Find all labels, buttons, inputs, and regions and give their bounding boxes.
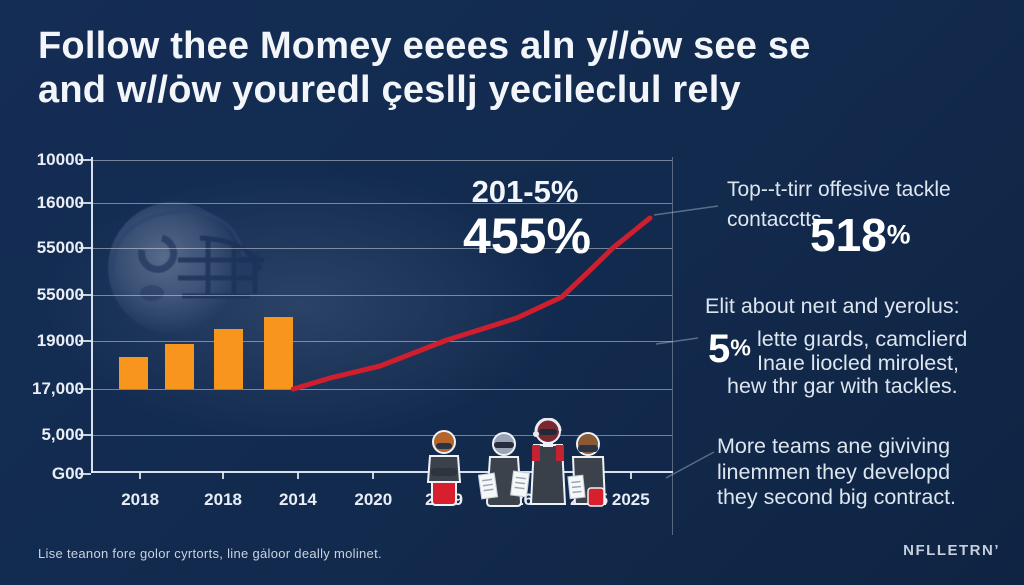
x-tick-mark bbox=[222, 472, 225, 479]
stat-top-percent-sign: % bbox=[886, 219, 911, 250]
bar-3 bbox=[214, 329, 244, 389]
football-helmet-ghost-icon bbox=[108, 202, 264, 334]
stat-top-value: 518% bbox=[810, 208, 910, 262]
stat-mid-body-line3: hew thr gar with tackles. bbox=[727, 374, 958, 398]
chart-annotation-small: 201-5% bbox=[471, 174, 579, 209]
stat-mid-value: 5% bbox=[708, 327, 751, 372]
y-tick-label: 5,000 bbox=[41, 425, 84, 444]
y-tick-mark bbox=[79, 388, 91, 390]
chart-gridline bbox=[92, 435, 672, 436]
x-tick-mark bbox=[629, 472, 632, 479]
y-tick-label: 16000 bbox=[36, 193, 84, 212]
bar-2 bbox=[165, 344, 195, 389]
stat-top-number: 518 bbox=[810, 209, 887, 261]
player-holding-clipboard-icon bbox=[567, 432, 607, 507]
y-tick-mark bbox=[79, 159, 91, 161]
y-tick-label: 55000 bbox=[36, 238, 84, 257]
chart-gridline bbox=[92, 203, 672, 204]
y-tick-label: 19000 bbox=[36, 331, 84, 350]
bar-1 bbox=[119, 356, 149, 389]
x-tick-label: 2018 bbox=[121, 490, 160, 509]
stat-mid-percent-sign: % bbox=[730, 334, 751, 361]
chart-annotation-big: 455% bbox=[463, 208, 591, 264]
chart-gridline bbox=[92, 341, 672, 342]
brand-logo: NFLLETRN’ bbox=[903, 542, 1000, 559]
stat-bottom-text: More teams ane giviving linemmen they de… bbox=[717, 434, 956, 511]
y-tick-mark bbox=[79, 202, 91, 204]
chart-gridline bbox=[92, 295, 672, 296]
y-tick-mark bbox=[79, 340, 91, 342]
page-title: Follow thee Momey eeees aln y//ȯw see se… bbox=[38, 24, 811, 112]
bar-4 bbox=[264, 316, 294, 389]
stat-top-label-line2: contacctts bbox=[727, 208, 822, 231]
footer-note: Lise teanon fore golor cyrtorts, line gȧ… bbox=[38, 546, 382, 561]
stat-mid-number: 5 bbox=[708, 327, 731, 371]
y-tick-label: 55000 bbox=[36, 285, 84, 304]
chart-gridline bbox=[92, 160, 672, 161]
x-tick-label: 2025 bbox=[611, 490, 650, 509]
stat-top-label-line1: Top--t-tirr offesive tackle bbox=[727, 178, 951, 201]
title-line-2: and w//ȯw youredl çesllj yecileclul rely bbox=[38, 69, 741, 112]
title-line-1: Follow thee Momey eeees aln y//ȯw see se bbox=[38, 25, 811, 67]
stat-bottom-line1: More teams ane giviving bbox=[717, 434, 951, 458]
player-crossed-arms-icon bbox=[426, 430, 462, 506]
player-holding-papers-icon bbox=[478, 432, 530, 507]
y-tick-mark bbox=[79, 294, 91, 296]
y-tick-label: G00 bbox=[51, 464, 84, 483]
y-tick-label: 10000 bbox=[36, 150, 84, 169]
x-tick-mark bbox=[296, 472, 299, 479]
chart-x-axis bbox=[91, 471, 673, 473]
x-tick-label: 2020 bbox=[354, 490, 393, 509]
y-tick-mark bbox=[79, 434, 91, 436]
stat-mid-heading: Elit about neıt and yerolus: bbox=[705, 294, 960, 318]
stat-mid-body-line2: Inaıe liocled mirolest, bbox=[757, 351, 959, 375]
y-tick-mark bbox=[79, 247, 91, 249]
x-tick-mark bbox=[139, 472, 142, 479]
player-thumbs-up-icon bbox=[529, 418, 567, 505]
x-tick-label: 2014 bbox=[278, 490, 317, 509]
y-tick-mark bbox=[79, 473, 91, 475]
chart-y-axis bbox=[91, 157, 93, 473]
chart-right-border bbox=[672, 157, 673, 535]
stat-bottom-line2: linemmen they developd bbox=[717, 459, 951, 484]
stat-bottom-line3: they second big contract. bbox=[717, 485, 957, 509]
x-tick-mark bbox=[372, 472, 375, 479]
y-tick-label: 17,000 bbox=[32, 379, 84, 398]
chart-gridline bbox=[92, 389, 672, 390]
x-tick-label: 2018 bbox=[204, 490, 242, 509]
stat-mid-body-line1: lette gıards, camclierd bbox=[757, 327, 968, 351]
